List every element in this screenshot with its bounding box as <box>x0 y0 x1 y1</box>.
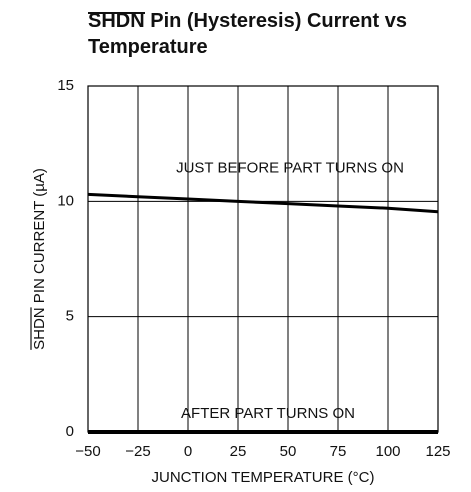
y-tick-label: 15 <box>57 77 74 94</box>
x-tick-label: 100 <box>375 443 400 460</box>
x-axis-label: JUNCTION TEMPERATURE (°C) <box>152 469 375 486</box>
x-tick-label: 125 <box>425 443 450 460</box>
chart-title: SHDN Pin (Hysteresis) Current vs Tempera… <box>88 10 407 58</box>
y-axis-label-group: SHDN PIN CURRENT (µA) <box>30 168 48 350</box>
series-label: JUST BEFORE PART TURNS ON <box>176 160 404 177</box>
y-tick-label: 5 <box>66 308 74 325</box>
x-tick-label: −50 <box>75 443 100 460</box>
y-tick-label: 0 <box>66 423 74 440</box>
x-tick-label: 50 <box>280 443 297 460</box>
line <box>87 192 439 214</box>
x-tick-label: 75 <box>330 443 347 460</box>
y-axis-label: SHDN PIN CURRENT (µA) <box>31 168 48 350</box>
y-tick-label: 10 <box>57 192 74 209</box>
plot-frame <box>87 85 439 433</box>
series-label: AFTER PART TURNS ON <box>181 405 355 422</box>
x-tick-label: 25 <box>230 443 247 460</box>
title-overline <box>88 12 145 14</box>
x-tick-label: −25 <box>125 443 150 460</box>
x-tick-label: 0 <box>184 443 192 460</box>
